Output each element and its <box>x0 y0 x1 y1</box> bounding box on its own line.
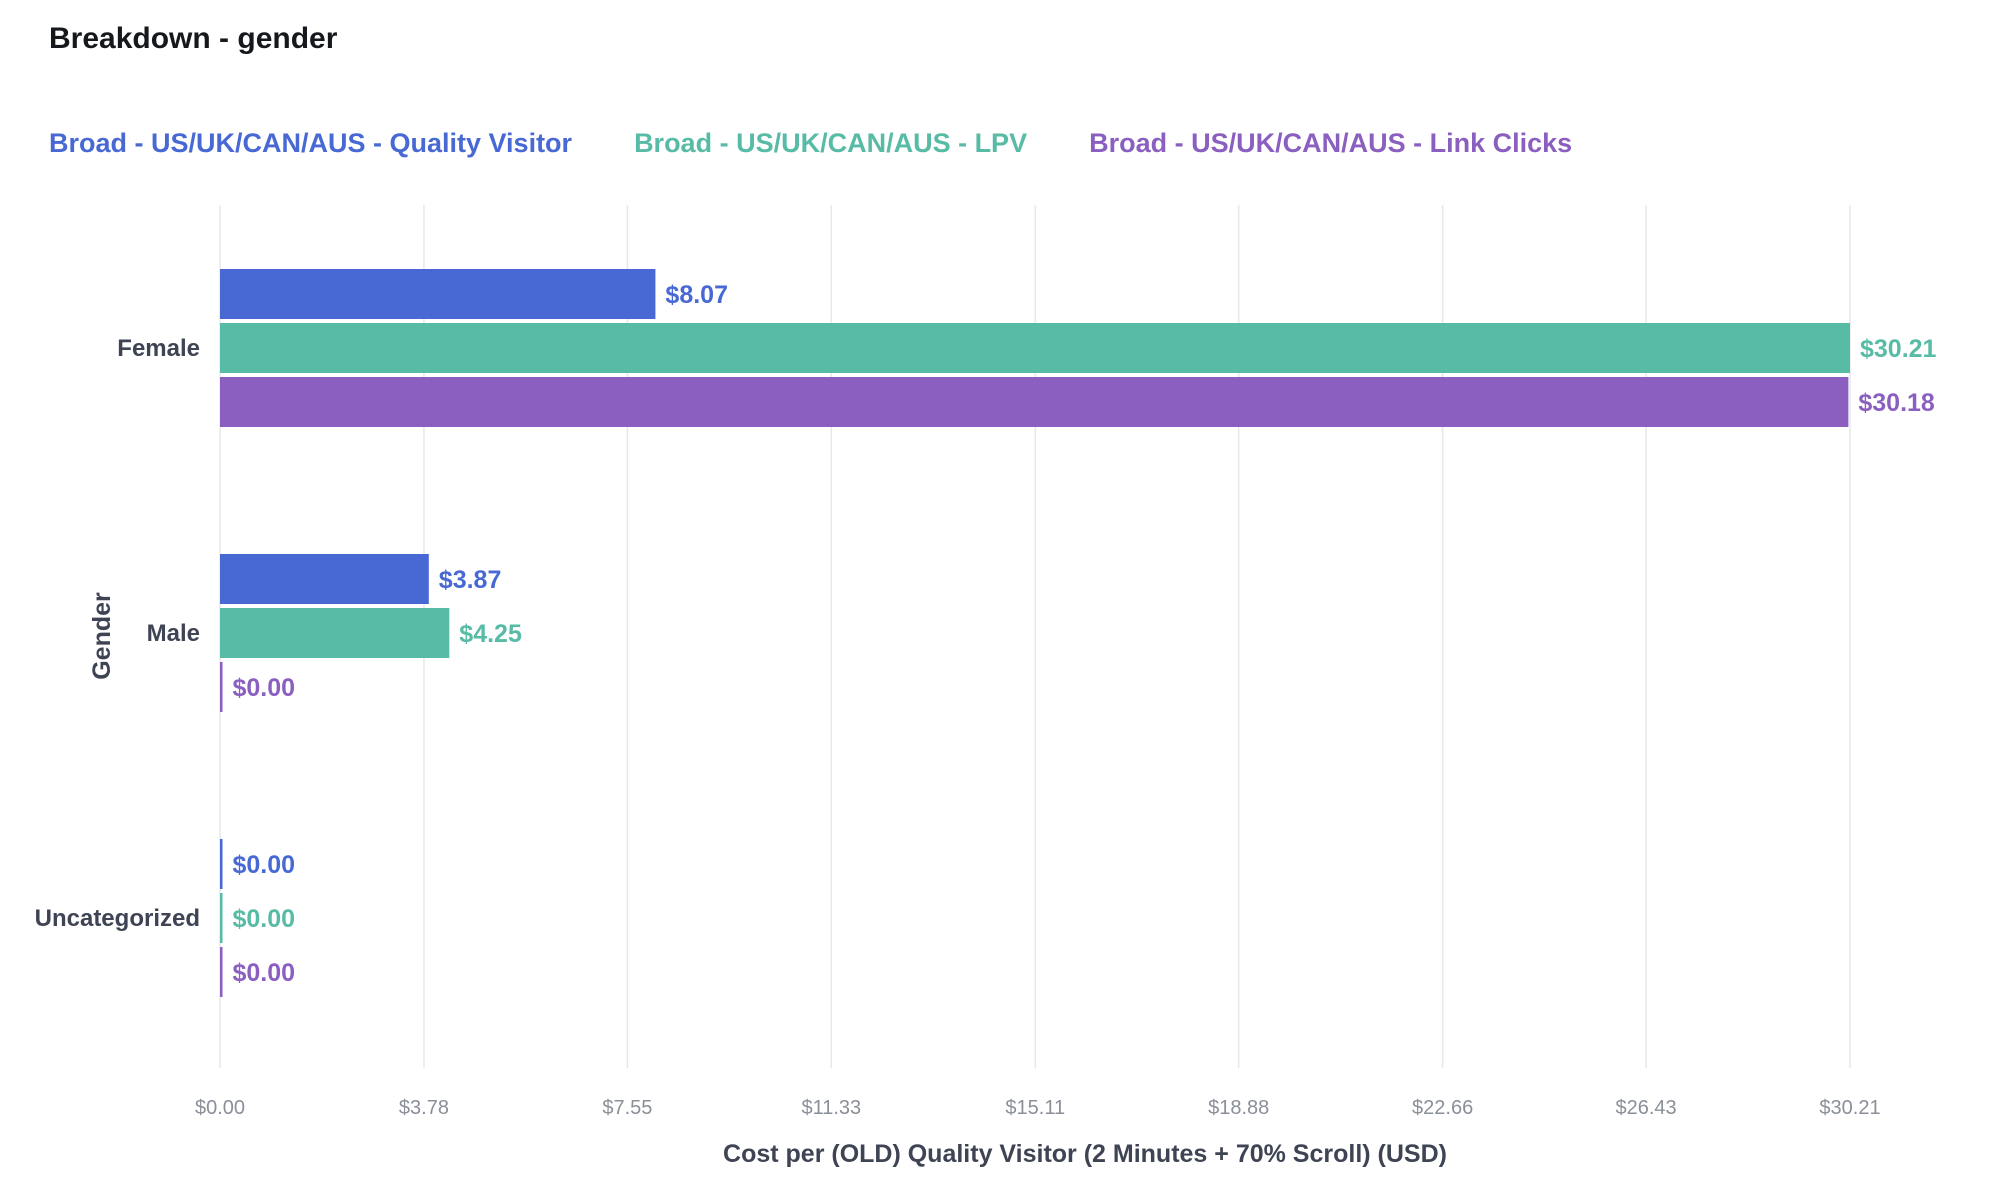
category-label: Uncategorized <box>35 905 200 932</box>
bar <box>220 662 223 712</box>
x-tick-label: $3.78 <box>399 1097 449 1119</box>
data-label: $0.00 <box>233 959 296 987</box>
category-label: Female <box>117 335 200 362</box>
data-label: $3.87 <box>439 566 502 594</box>
data-label: $0.00 <box>233 851 296 879</box>
legend-item-2[interactable]: Broad - US/UK/CAN/AUS - LPV <box>634 128 1028 158</box>
bar <box>220 269 656 319</box>
x-axis-title: Cost per (OLD) Quality Visitor (2 Minute… <box>723 1140 1447 1168</box>
legend-item-3[interactable]: Broad - US/UK/CAN/AUS - Link Clicks <box>1089 128 1573 158</box>
legend: Broad - US/UK/CAN/AUS - Quality Visitor B… <box>49 128 1572 159</box>
data-label: $0.00 <box>233 674 296 702</box>
x-tick-label: $22.66 <box>1412 1097 1473 1119</box>
x-tick-label: $0.00 <box>195 1097 245 1119</box>
x-tick-label: $7.55 <box>602 1097 652 1119</box>
bar <box>220 947 223 997</box>
data-label: $30.18 <box>1858 389 1935 417</box>
bar <box>220 554 429 604</box>
bar <box>220 377 1849 427</box>
y-axis-title: Gender <box>88 592 116 680</box>
x-tick-label: $18.88 <box>1208 1097 1269 1119</box>
data-label: $0.00 <box>233 905 296 933</box>
x-tick-label: $15.11 <box>1005 1097 1065 1119</box>
data-label: $8.07 <box>665 281 728 309</box>
bar <box>220 323 1850 373</box>
data-label: $30.21 <box>1860 335 1937 363</box>
x-tick-label: $11.33 <box>801 1097 861 1119</box>
legend-item-1[interactable]: Broad - US/UK/CAN/AUS - Quality Visitor <box>49 128 573 158</box>
chart-title: Breakdown - gender <box>49 22 338 55</box>
bar <box>220 608 450 658</box>
data-label: $4.25 <box>459 620 522 648</box>
x-tick-label: $30.21 <box>1819 1097 1880 1119</box>
bar <box>220 893 223 943</box>
x-tick-label: $26.43 <box>1615 1097 1676 1119</box>
category-label: Male <box>147 620 200 647</box>
bar <box>220 839 223 889</box>
